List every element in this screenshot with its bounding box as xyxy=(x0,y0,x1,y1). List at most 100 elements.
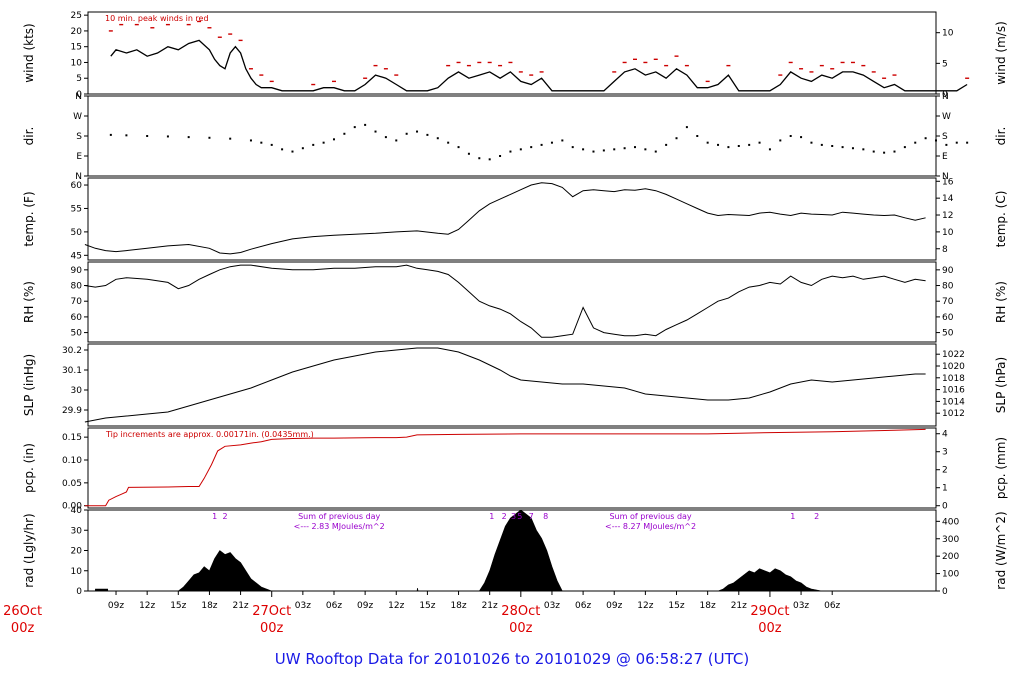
direction-point xyxy=(644,148,647,151)
direction-point xyxy=(862,148,865,151)
precipitation-panel-frame xyxy=(87,427,937,509)
time-tick-label: 18z xyxy=(201,601,217,611)
wind-panel-frame xyxy=(87,11,937,95)
time-tick-label: 06z xyxy=(575,601,591,611)
direction-point xyxy=(550,141,553,144)
wind-ylabel-right: wind (m/s) xyxy=(994,21,1008,85)
direction-point xyxy=(935,139,937,142)
direction-point xyxy=(416,130,419,133)
direction-point xyxy=(841,146,844,149)
wind-left-tick-label: 20 xyxy=(71,27,83,37)
temperature-right-tick-label: 16 xyxy=(942,177,954,187)
direction-left-tick-label: N xyxy=(75,92,82,102)
relative-humidity-panel-frame xyxy=(87,261,937,343)
direction-point xyxy=(748,143,751,146)
direction-point xyxy=(851,147,854,150)
time-tick-label: 15z xyxy=(419,601,435,611)
direction-point xyxy=(924,137,927,140)
wind-left-tick-label: 5 xyxy=(76,74,82,84)
time-tick-label: 21z xyxy=(232,601,248,611)
wind-left-tick-label: 0 xyxy=(76,90,82,100)
radiation-note-line1: Sum of previous day xyxy=(609,512,691,521)
direction-point xyxy=(623,147,626,150)
direction-point xyxy=(758,141,761,144)
time-tick-label: 18z xyxy=(700,601,716,611)
relative-humidity-left-tick-label: 50 xyxy=(71,329,83,339)
sea-level-pressure-right-tick-label: 1018 xyxy=(942,374,965,384)
precipitation-ylabel: pcp. (in) xyxy=(22,443,36,493)
sea-level-pressure-left-tick-label: 29.9 xyxy=(62,406,82,416)
precipitation-annotation: Tip increments are approx. 0.00171in. (0… xyxy=(105,430,314,439)
precipitation-left-tick-label: 0.15 xyxy=(62,433,82,443)
day-date-label: 28Oct xyxy=(501,604,540,619)
precipitation-ylabel-right: pcp. (mm) xyxy=(994,437,1008,499)
figure-title: UW Rooftop Data for 20101026 to 20101029… xyxy=(274,650,750,668)
direction-point xyxy=(789,135,792,137)
day-date-label: 27Oct xyxy=(252,604,291,619)
radiation-area xyxy=(84,509,926,592)
sea-level-pressure-right-tick-label: 1022 xyxy=(942,350,965,360)
direction-point xyxy=(706,141,709,144)
relative-humidity-right-tick-label: 60 xyxy=(942,313,954,323)
direction-point xyxy=(872,150,875,153)
radiation-note-line1: Sum of previous day xyxy=(298,512,380,521)
temperature-left-tick-label: 50 xyxy=(71,228,83,238)
direction-point xyxy=(955,141,958,144)
sea-level-pressure-right-tick-label: 1014 xyxy=(942,397,965,407)
direction-point xyxy=(332,138,335,141)
direction-point xyxy=(914,141,917,144)
direction-point xyxy=(125,134,128,137)
sea-level-pressure-left-tick-label: 30.2 xyxy=(62,346,82,356)
direction-point xyxy=(343,132,346,135)
direction-point xyxy=(665,143,668,146)
direction-point xyxy=(208,136,211,139)
time-tick-label: 03z xyxy=(793,601,809,611)
wind-right-tick-label: 0 xyxy=(942,90,948,100)
temperature-panel-frame xyxy=(87,177,937,261)
sea-level-pressure-left-tick-label: 30 xyxy=(71,386,83,396)
wind-ylabel: wind (kts) xyxy=(22,23,36,82)
relative-humidity-ylabel-right: RH (%) xyxy=(994,281,1008,323)
precipitation-line xyxy=(84,428,926,507)
sea-level-pressure-line xyxy=(84,347,926,423)
radiation-top-label: 2 xyxy=(814,512,819,521)
radiation-right-tick-label: 200 xyxy=(942,552,959,562)
relative-humidity-line xyxy=(84,264,926,338)
radiation-right-tick-label: 0 xyxy=(942,587,948,597)
radiation-left-tick-label: 10 xyxy=(71,567,83,577)
precipitation-right-tick-label: 1 xyxy=(942,484,948,494)
radiation-top-label: 5 xyxy=(517,512,522,521)
direction-point xyxy=(903,146,906,149)
relative-humidity-right-tick-label: 70 xyxy=(942,297,954,307)
direction-point xyxy=(405,132,408,135)
direction-point xyxy=(675,137,678,140)
direction-point xyxy=(384,136,387,139)
direction-right-tick-label: E xyxy=(942,152,948,162)
direction-point xyxy=(499,155,502,157)
direction-right-tick-label: S xyxy=(942,132,948,142)
time-tick-label: 12z xyxy=(139,601,155,611)
time-tick-label: 15z xyxy=(170,601,186,611)
sea-level-pressure-panel-frame xyxy=(87,343,937,427)
time-tick-label: 18z xyxy=(450,601,466,611)
radiation-top-label: 1 xyxy=(489,512,494,521)
direction-point xyxy=(768,148,771,151)
radiation-note-line2: <--- 2.83 MJoules/m^2 xyxy=(294,522,385,531)
radiation-left-tick-label: 30 xyxy=(71,526,83,536)
day-hour-label: 00z xyxy=(11,621,35,636)
direction-point xyxy=(109,133,112,136)
relative-humidity-left-tick-label: 80 xyxy=(71,282,83,292)
time-tick-label: 09z xyxy=(357,601,373,611)
relative-humidity-right-tick-label: 90 xyxy=(942,266,954,276)
direction-point xyxy=(831,145,834,147)
direction-point xyxy=(312,143,315,146)
direction-point xyxy=(478,157,481,160)
temperature-ylabel: temp. (F) xyxy=(22,191,36,246)
direction-point xyxy=(301,147,304,150)
time-tick-label: 09z xyxy=(108,601,124,611)
direction-point xyxy=(592,150,595,153)
direction-left-tick-label: W xyxy=(73,112,82,122)
temperature-ylabel-right: temp. (C) xyxy=(994,191,1008,248)
temperature-right-tick-label: 10 xyxy=(942,228,954,238)
